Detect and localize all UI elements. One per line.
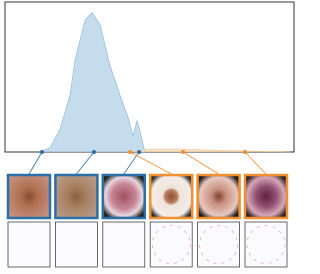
density-line [39,12,146,153]
mask-ring [199,225,238,264]
sample-point [137,150,142,154]
sample-point [128,150,133,154]
sample-image [148,173,194,220]
mask-image [244,221,288,268]
density-line [130,148,291,153]
connector [182,151,219,175]
sample-image [6,173,52,220]
connector [244,151,267,175]
sample-point [242,150,247,154]
plot-frame [4,1,295,153]
sample-point [92,150,97,154]
mask-image [149,221,193,268]
mask-image [55,221,98,268]
mask-image [197,221,241,268]
sample-image [54,173,99,220]
figure [4,1,295,268]
sample-image [196,173,241,220]
connector [76,151,95,175]
connector [129,151,172,175]
density-area [40,12,145,152]
sample-image [243,173,289,220]
sample-point [181,150,186,154]
connector [28,151,43,175]
sample-image [101,173,147,220]
mask-image [102,221,146,268]
sample-point [39,150,44,154]
mask-image [7,221,51,268]
thumbnails [6,173,289,268]
mask-ring [246,225,286,264]
mask-ring [151,225,191,264]
